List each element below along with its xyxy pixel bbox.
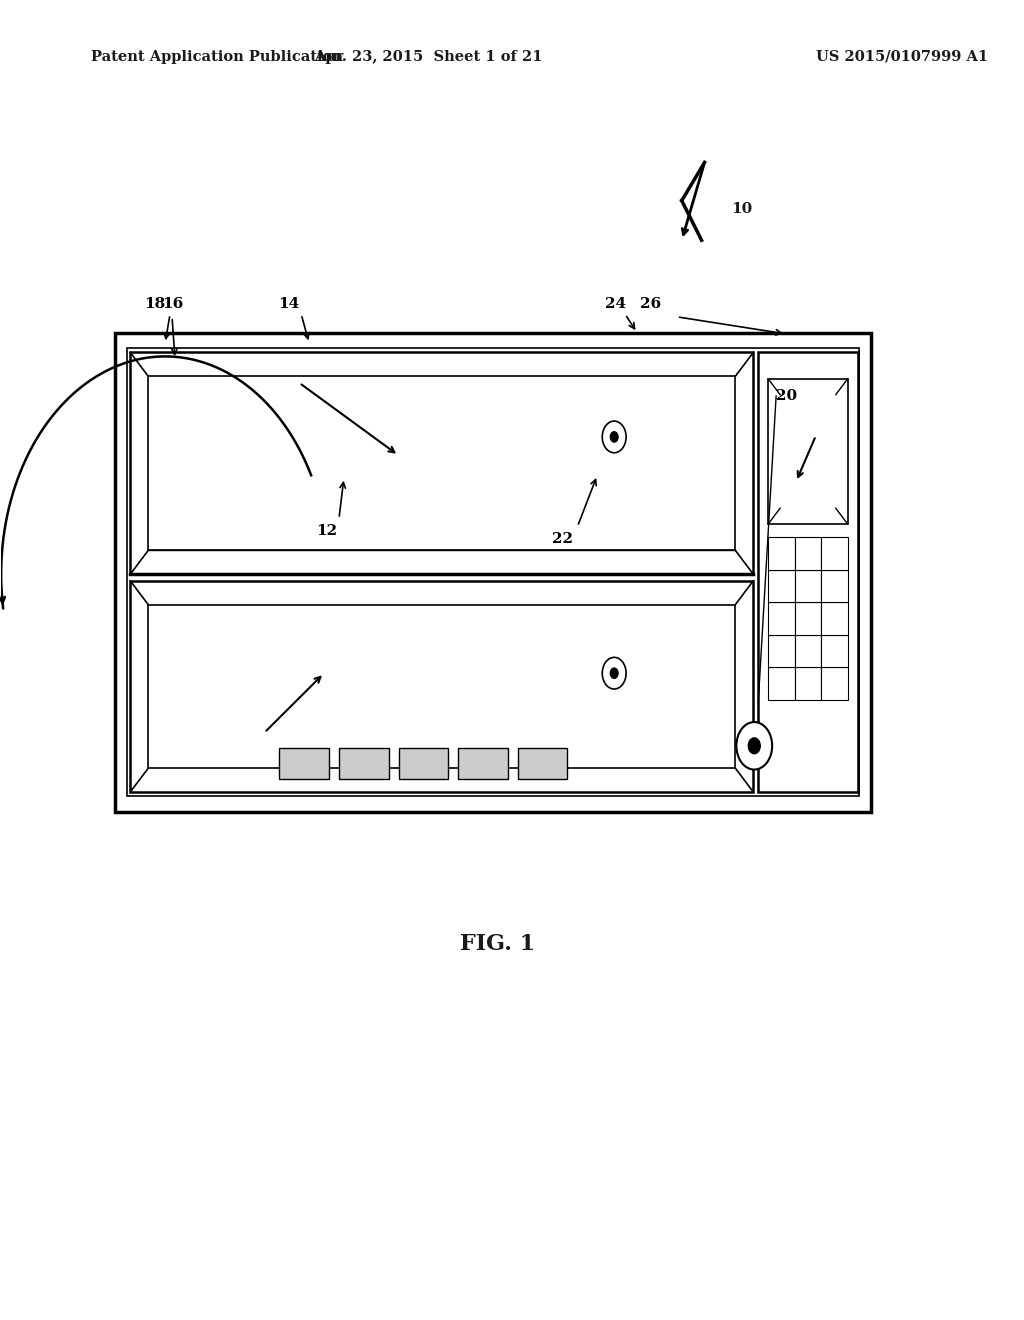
Bar xyxy=(795,667,821,700)
Bar xyxy=(148,376,735,550)
Bar xyxy=(768,602,795,635)
Circle shape xyxy=(602,657,626,689)
Circle shape xyxy=(610,432,618,442)
Bar xyxy=(339,748,389,779)
Text: Apr. 23, 2015  Sheet 1 of 21: Apr. 23, 2015 Sheet 1 of 21 xyxy=(314,50,543,63)
Text: 14: 14 xyxy=(279,297,300,310)
Text: 26: 26 xyxy=(640,297,662,310)
Text: 12: 12 xyxy=(316,524,338,537)
Text: FIG. 1: FIG. 1 xyxy=(461,933,536,954)
Text: 16: 16 xyxy=(163,297,183,310)
Bar xyxy=(795,602,821,635)
Bar xyxy=(821,667,848,700)
Bar xyxy=(458,748,508,779)
Text: 20: 20 xyxy=(776,389,798,403)
Circle shape xyxy=(736,722,772,770)
Bar xyxy=(795,537,821,570)
Bar xyxy=(758,352,858,792)
Bar xyxy=(116,333,870,812)
Circle shape xyxy=(602,421,626,453)
Text: US 2015/0107999 A1: US 2015/0107999 A1 xyxy=(816,50,988,63)
Bar xyxy=(768,570,795,602)
Circle shape xyxy=(610,668,618,678)
Text: Patent Application Publication: Patent Application Publication xyxy=(90,50,343,63)
Bar xyxy=(821,570,848,602)
Text: 22: 22 xyxy=(552,532,573,545)
Text: 10: 10 xyxy=(731,202,753,215)
Bar xyxy=(280,748,329,779)
Bar xyxy=(768,635,795,667)
Bar xyxy=(768,667,795,700)
Bar xyxy=(795,570,821,602)
Bar xyxy=(768,379,848,524)
Bar xyxy=(768,537,795,570)
Bar xyxy=(821,537,848,570)
Bar xyxy=(821,602,848,635)
Bar xyxy=(398,748,449,779)
Bar xyxy=(130,581,754,792)
Text: 18: 18 xyxy=(144,297,166,310)
Bar xyxy=(127,348,858,796)
Text: 24: 24 xyxy=(604,297,626,310)
Bar xyxy=(130,352,754,574)
Bar xyxy=(148,605,735,768)
Bar xyxy=(795,635,821,667)
Bar xyxy=(518,748,567,779)
Circle shape xyxy=(749,738,760,754)
Bar xyxy=(821,635,848,667)
